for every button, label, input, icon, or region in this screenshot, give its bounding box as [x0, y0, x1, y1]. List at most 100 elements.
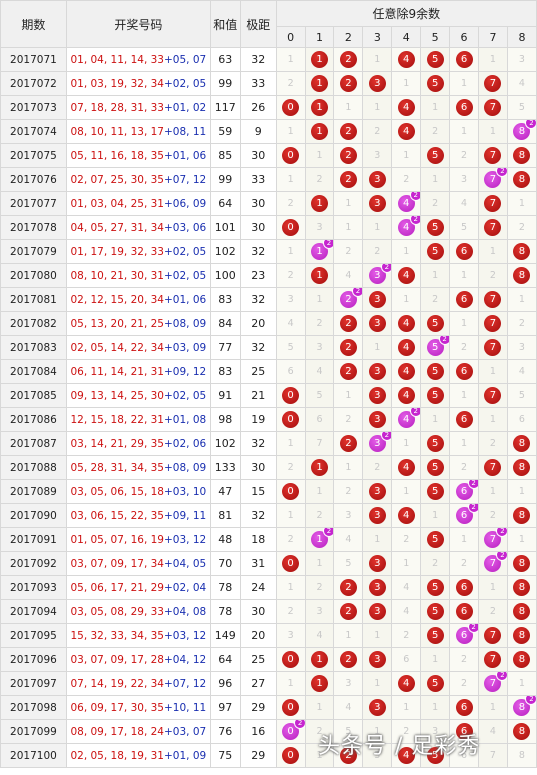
mod-hit-cell: 1	[304, 71, 335, 96]
mod-ball: 4	[397, 99, 415, 116]
mod-ball: 8	[513, 555, 531, 572]
front-numbers: 01, 05, 07, 16, 19	[70, 533, 164, 546]
draw-numbers-cell: 05, 06, 17, 21, 29+02, 04	[65, 575, 211, 600]
mod-ball: 3	[368, 579, 386, 596]
mod-ball: 6	[455, 579, 473, 596]
back-numbers: +01, 06	[163, 149, 207, 162]
mod-ball: 7	[484, 195, 502, 212]
mod-ball: 4	[397, 315, 415, 332]
sum-cell: 70	[209, 551, 241, 576]
mod-ball: 7	[484, 339, 502, 356]
mod-ball: 8	[513, 267, 531, 284]
mod-ball: 5	[426, 363, 444, 380]
period-cell: 2017090	[0, 503, 67, 528]
mod-hit-cell: 3	[362, 167, 393, 192]
draw-numbers-cell: 03, 07, 09, 17, 34+04, 05	[65, 551, 211, 576]
mod-ball: 3	[368, 315, 386, 332]
mod-miss-cell: 1	[449, 527, 479, 552]
front-numbers: 07, 14, 19, 22, 34	[70, 677, 164, 690]
mod-hit-cell: 4	[391, 263, 422, 288]
mod-hit-cell: 2	[333, 575, 364, 600]
mod-miss-cell: 2	[275, 191, 306, 216]
back-numbers: +04, 12	[163, 653, 207, 666]
mod-ball: 8	[513, 171, 531, 188]
mod-ball: 3	[368, 75, 386, 92]
front-numbers: 12, 15, 18, 22, 31	[70, 413, 164, 426]
mod-miss-cell: 2	[506, 215, 537, 240]
mod-hit-cell: 3	[362, 383, 393, 408]
mod-hit-cell: 4	[391, 95, 422, 120]
mod-ball: 0	[282, 555, 300, 572]
back-numbers: +02, 05	[163, 389, 207, 402]
period-cell: 2017092	[0, 551, 67, 576]
mod-ball: 3	[368, 699, 386, 716]
table-row: 2017089 03, 05, 06, 15, 18+03, 10 47 15 0 1 2 3…	[0, 479, 537, 504]
mod-hit-cell: 3	[362, 479, 393, 504]
mod-miss-cell: 1	[362, 95, 393, 120]
mod-hit-cell: 3	[362, 311, 393, 336]
mod-miss-cell: 2	[478, 503, 508, 528]
mod-hit-cell: 4	[391, 455, 422, 480]
back-numbers: +01, 06	[163, 293, 207, 306]
mod-col-header-1: 1	[304, 26, 335, 48]
draw-numbers-cell: 08, 10, 21, 30, 31+02, 05	[65, 263, 211, 288]
front-numbers: 05, 06, 17, 21, 29	[70, 581, 164, 594]
period-cell: 2017096	[0, 647, 67, 672]
period-cell: 2017081	[0, 287, 67, 312]
mod-miss-cell: 1	[391, 479, 422, 504]
mod-miss-cell: 1	[304, 743, 335, 768]
mod-miss-cell: 4	[275, 311, 306, 336]
mod-miss-cell: 2	[275, 455, 306, 480]
mod-miss-cell: 1	[506, 527, 537, 552]
mod-col-header-3: 3	[362, 26, 393, 48]
sum-cell: 83	[209, 287, 241, 312]
mod-miss-cell: 3	[420, 719, 451, 744]
mod-miss-cell: 1	[304, 479, 335, 504]
span-cell: 29	[239, 743, 277, 768]
mod-miss-cell: 6	[506, 407, 537, 432]
period-cell: 2017072	[0, 71, 67, 96]
mod-miss-cell: 2	[304, 719, 335, 744]
mod-hit-cell: 5	[420, 215, 451, 240]
mod-ball: 8	[513, 243, 531, 260]
mod-ball: 7	[484, 147, 502, 164]
sum-cell: 64	[209, 191, 241, 216]
mod-miss-cell: 1	[304, 143, 335, 168]
mod-miss-cell: 2	[420, 551, 451, 576]
mod-miss-cell: 2	[449, 551, 479, 576]
mod-miss-cell: 2	[304, 575, 335, 600]
span-cell: 21	[239, 383, 277, 408]
mod-ball: 7	[484, 219, 502, 236]
mod-ball: 4	[397, 675, 415, 692]
mod-miss-cell: 4	[333, 263, 364, 288]
draw-numbers-cell: 05, 13, 20, 21, 25+08, 09	[65, 311, 211, 336]
mod-hit-cell: 5	[420, 599, 451, 624]
mod-miss-cell: 1	[478, 359, 508, 384]
sum-cell: 100	[209, 263, 241, 288]
mod-miss-cell: 1	[391, 239, 422, 264]
draw-numbers-cell: 02, 07, 25, 30, 35+07, 12	[65, 167, 211, 192]
period-cell: 2017084	[0, 359, 67, 384]
period-cell: 2017093	[0, 575, 67, 600]
mod-ball: 5	[426, 435, 444, 452]
period-cell: 2017076	[0, 167, 67, 192]
mod-miss-cell: 1	[449, 263, 479, 288]
mod-hit-cell: 5	[420, 431, 451, 456]
mod-hit-cell: 3	[362, 647, 393, 672]
mod-ball: 5	[426, 579, 444, 596]
front-numbers: 03, 14, 21, 29, 35	[70, 437, 164, 450]
mod-hit-cell: 4	[391, 671, 422, 696]
front-numbers: 03, 07, 09, 17, 28	[70, 653, 164, 666]
draw-numbers-cell: 06, 11, 14, 21, 31+09, 12	[65, 359, 211, 384]
mod-miss-cell: 3	[362, 143, 393, 168]
mod-ball: 0	[282, 411, 300, 428]
mod-hit-cell: 8	[506, 719, 537, 744]
back-numbers: +03, 06	[163, 221, 207, 234]
